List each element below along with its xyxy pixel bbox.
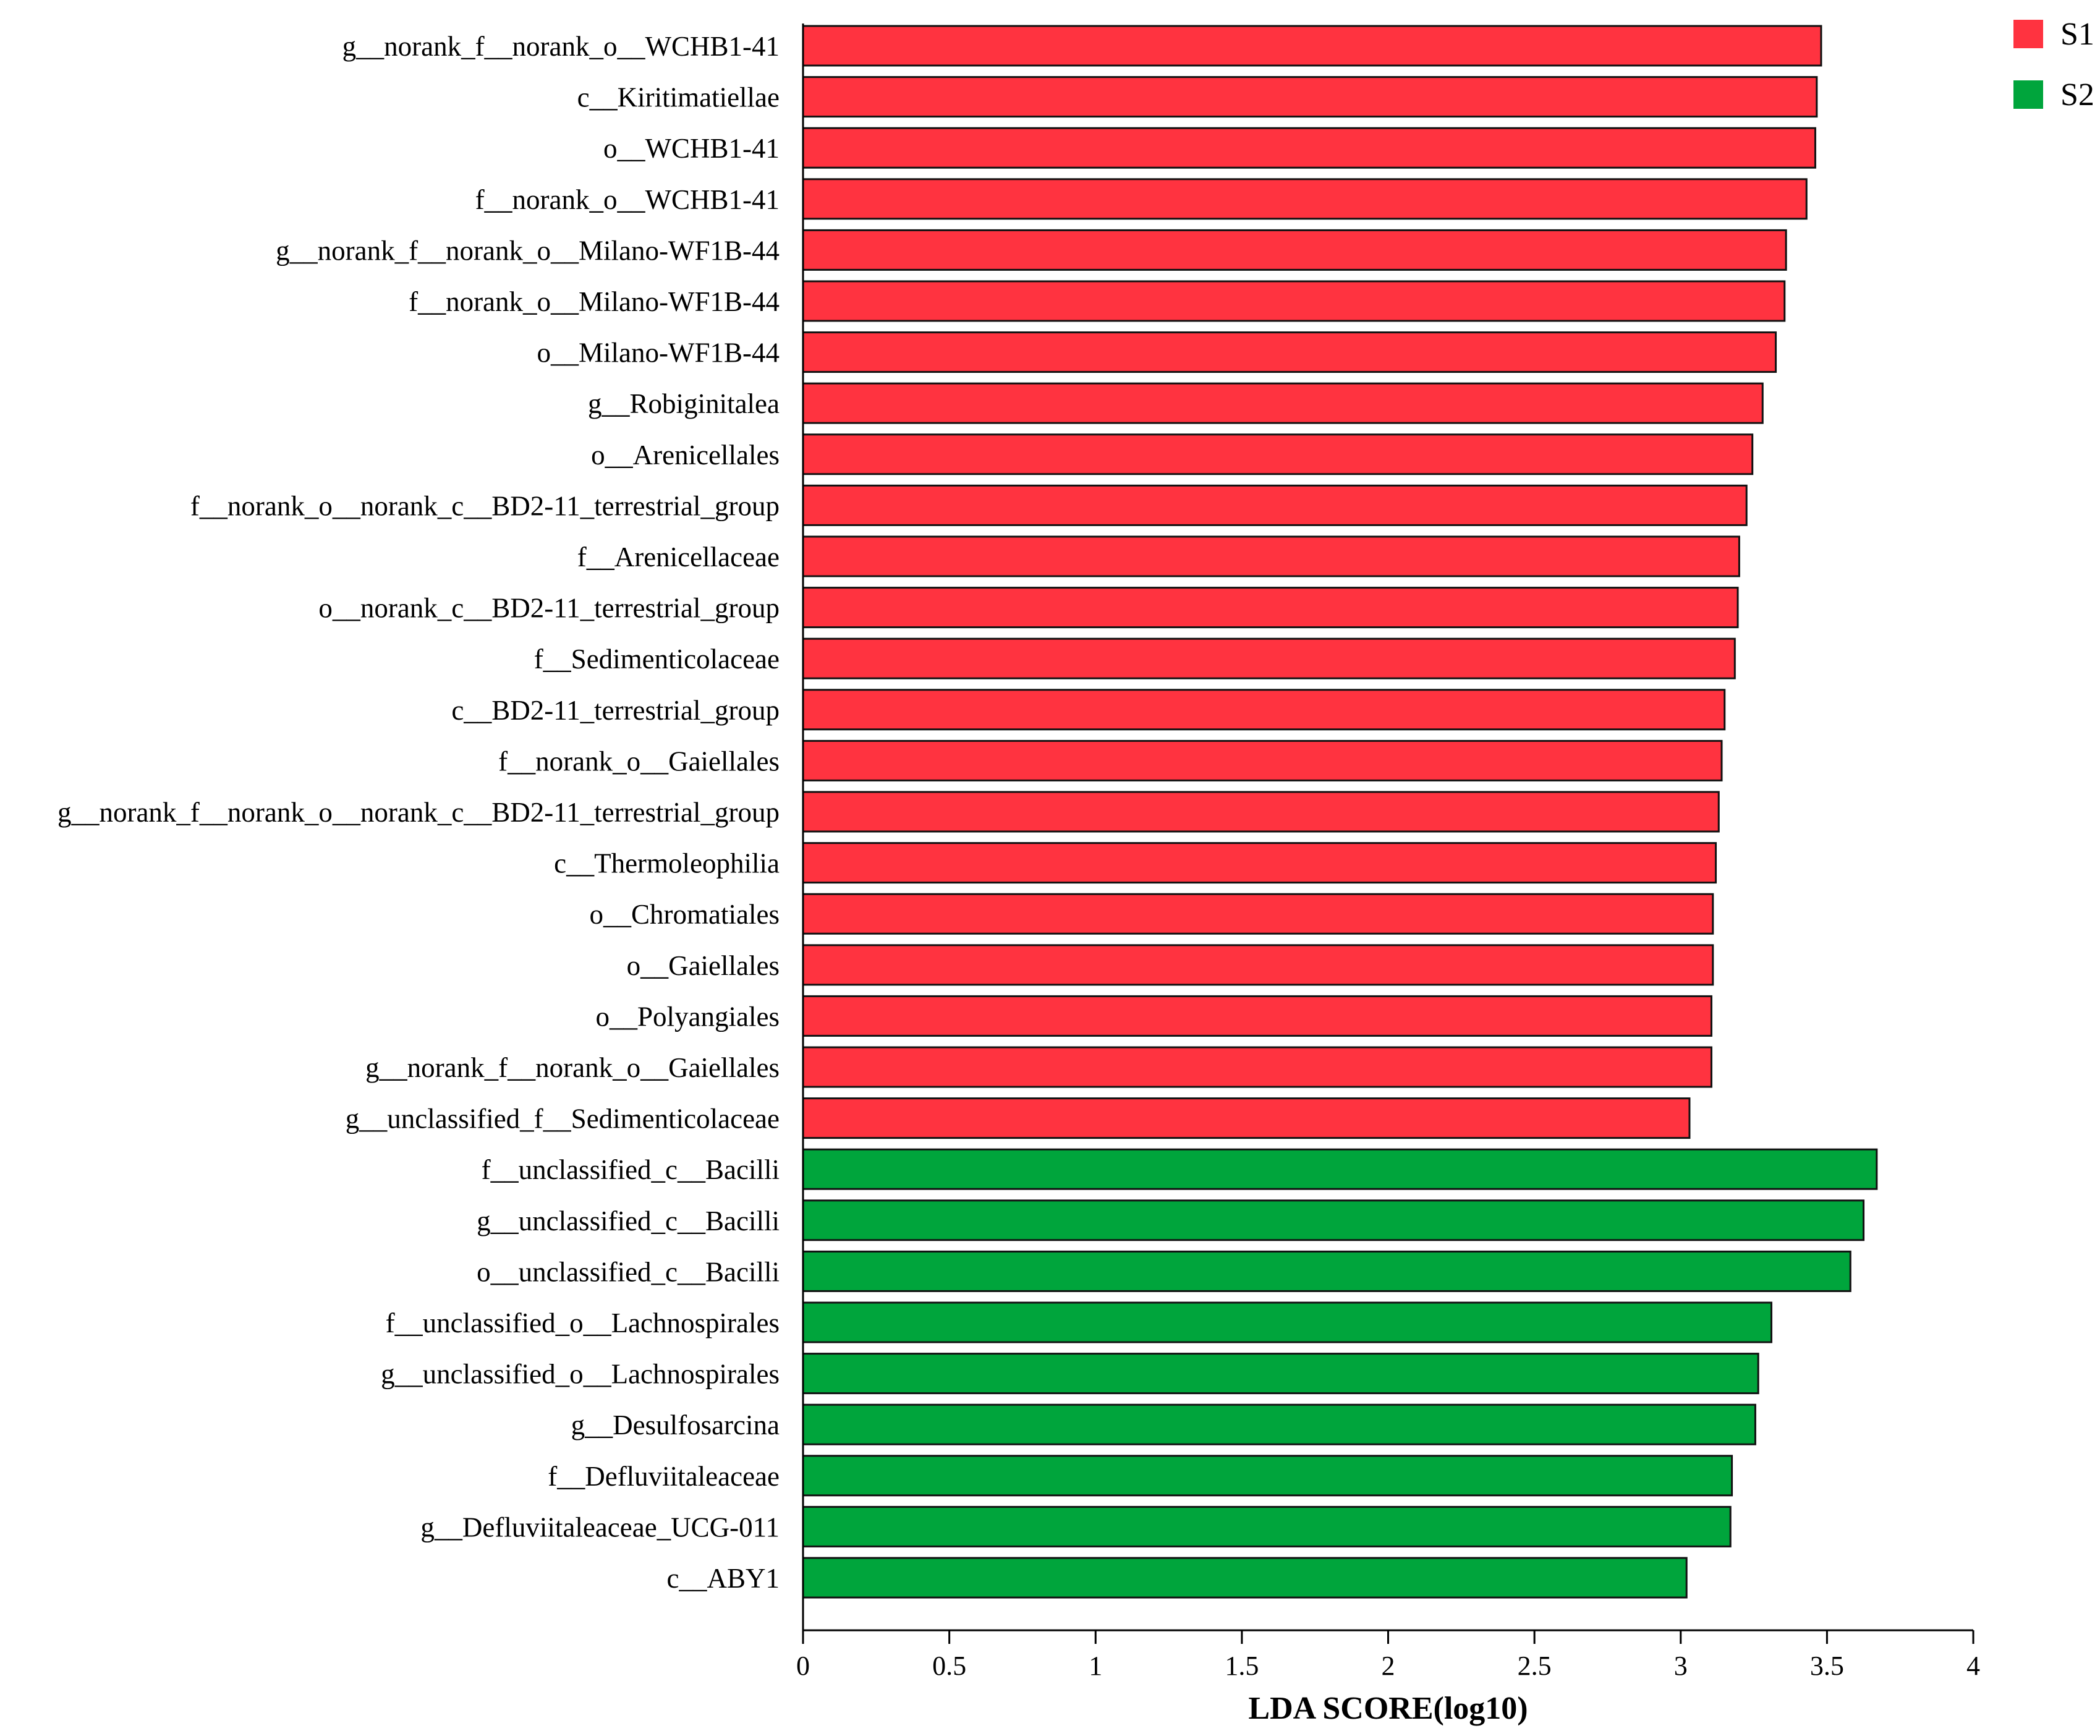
bar-s2 [802,1250,1851,1292]
category-label: o__Polyangiales [596,1001,780,1032]
bar-s1 [802,637,1736,679]
legend: S1 S2 [2013,17,2094,113]
category-label: f__norank_o__Milano-WF1B-44 [409,286,780,317]
bar-s1 [802,178,1808,220]
bar-s1 [802,944,1714,986]
bar-s1 [802,535,1740,577]
category-label: o__Gaiellales [627,950,780,981]
category-label: g__unclassified_f__Sedimenticolaceae [346,1104,780,1134]
bars-layer [802,25,1878,1599]
category-label: o__unclassified_c__Bacilli [477,1256,780,1287]
x-tick-label: 1.5 [1225,1651,1259,1681]
category-label: g__norank_f__norank_o__Gaiellales [365,1052,780,1083]
bar-s1 [802,1097,1691,1139]
legend-swatch-s1 [2013,20,2043,48]
bar-s2 [802,1353,1759,1395]
bar-s1 [802,842,1717,884]
x-tick-label: 2.5 [1518,1651,1552,1681]
category-label: g__Desulfosarcina [571,1410,780,1440]
bar-s2 [802,1557,1688,1599]
category-label: c__Kiritimatiellae [577,82,780,113]
bar-s2 [802,1199,1865,1241]
bar-s1 [802,433,1754,475]
x-axis: 0 0.5 1 1.5 2 2.5 3 3.5 4 [796,23,1980,1681]
category-labels: g__norank_f__norank_o__WCHB1-41 c__Kiriti… [57,31,780,1594]
category-label: o__WCHB1-41 [603,133,780,164]
category-label: g__unclassified_o__Lachnospirales [381,1359,780,1390]
category-label: c__ABY1 [667,1563,780,1594]
category-label: f__Arenicellaceae [577,542,780,572]
bar-s1 [802,331,1777,373]
x-tick-label: 0 [796,1651,810,1681]
category-label: o__norank_c__BD2-11_terrestrial_group [318,593,780,624]
x-tick-label: 3.5 [1810,1651,1844,1681]
category-label: o__Chromatiales [590,899,780,930]
bar-s1 [802,739,1723,781]
bar-s1 [802,382,1764,424]
category-label: f__Sedimenticolaceae [534,644,780,674]
category-label: o__Arenicellales [591,440,780,470]
bar-s2 [802,1148,1878,1190]
x-tick-label: 2 [1382,1651,1395,1681]
bar-s1 [802,127,1816,169]
category-label: f__norank_o__Gaiellales [498,746,780,777]
x-tick-label: 0.5 [932,1651,966,1681]
bar-s1 [802,893,1714,935]
x-tick-label: 1 [1089,1651,1102,1681]
x-tick-label: 4 [1966,1651,1980,1681]
bar-s1 [802,689,1726,731]
bar-s1 [802,76,1818,118]
bar-s1 [802,1046,1712,1088]
category-label: g__norank_f__norank_o__Milano-WF1B-44 [276,235,780,266]
bar-s2 [802,1403,1756,1445]
bar-s1 [802,25,1822,67]
bar-s2 [802,1455,1733,1497]
bar-s1 [802,280,1786,322]
bar-s2 [802,1301,1772,1343]
bar-s1 [802,791,1720,833]
category-label: c__BD2-11_terrestrial_group [451,695,780,726]
category-label: f__unclassified_o__Lachnospirales [386,1308,780,1338]
legend-swatch-s2 [2013,80,2043,109]
bar-s1 [802,995,1712,1037]
category-label: f__unclassified_c__Bacilli [482,1154,780,1185]
category-label: g__norank_f__norank_o__norank_c__BD2-11_… [57,797,780,828]
category-label: g__Defluviitaleaceae_UCG-011 [420,1512,780,1542]
category-label: f__norank_o__norank_c__BD2-11_terrestria… [190,490,780,521]
bar-s1 [802,587,1739,629]
bar-s1 [802,484,1748,526]
category-label: g__unclassified_c__Bacilli [477,1206,780,1236]
category-label: c__Thermoleophilia [554,848,780,879]
category-label: f__Defluviitaleaceae [548,1461,780,1492]
legend-label-s1: S1 [2060,17,2094,52]
x-axis-title: LDA SCORE(log10) [1248,1691,1528,1726]
category-label: f__norank_o__WCHB1-41 [475,184,780,215]
bar-s2 [802,1505,1732,1547]
category-label: g__norank_f__norank_o__WCHB1-41 [342,31,780,62]
category-label: g__Robiginitalea [588,388,780,419]
bar-s1 [802,229,1787,271]
legend-label-s2: S2 [2060,77,2094,113]
category-label: o__Milano-WF1B-44 [537,338,780,368]
x-tick-label: 3 [1674,1651,1688,1681]
